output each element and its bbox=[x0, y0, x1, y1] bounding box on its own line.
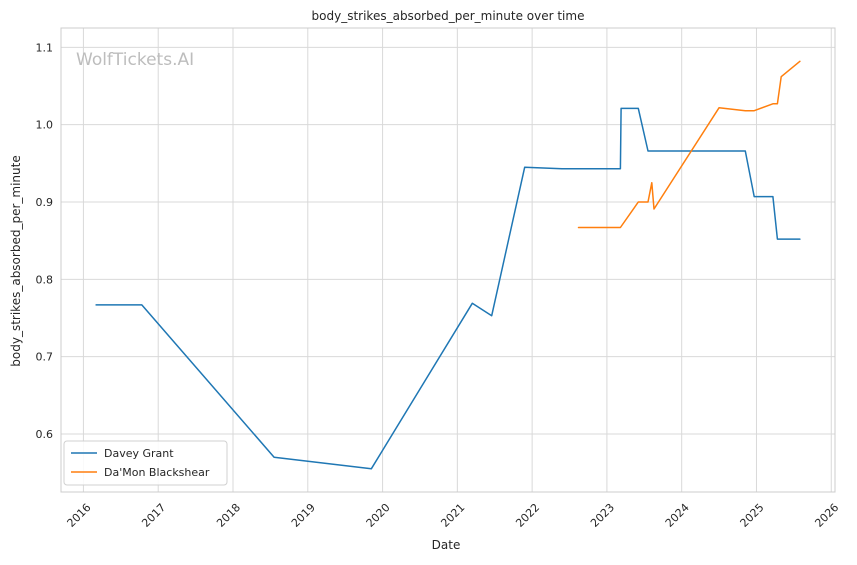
legend-box bbox=[63, 440, 228, 486]
y-tick-label: 1.0 bbox=[36, 119, 54, 132]
y-tick-label: 0.9 bbox=[36, 196, 54, 209]
grid-lines bbox=[61, 28, 835, 492]
x-tick-label: 2018 bbox=[214, 501, 243, 530]
x-tick-label: 2026 bbox=[812, 501, 841, 530]
legend: Davey Grant Da'Mon Blackshear bbox=[63, 440, 228, 486]
series-line-1 bbox=[577, 60, 801, 229]
x-tick-label: 2017 bbox=[139, 501, 168, 530]
legend-label-davey-grant: Davey Grant bbox=[104, 447, 174, 460]
x-tick-label: 2019 bbox=[289, 501, 318, 530]
x-tick-label: 2022 bbox=[513, 501, 542, 530]
y-tick-label: 0.7 bbox=[36, 351, 54, 364]
x-tick-label: 2024 bbox=[663, 501, 692, 530]
x-tick-label: 2021 bbox=[438, 501, 467, 530]
legend-label-damon-blackshear: Da'Mon Blackshear bbox=[104, 466, 210, 479]
x-tick-label: 2025 bbox=[738, 501, 767, 530]
series-line-0 bbox=[95, 107, 801, 470]
y-axis-ticks: 0.6 0.7 0.8 0.9 1.0 1.1 bbox=[36, 41, 54, 441]
watermark: WolfTickets.AI bbox=[76, 50, 194, 70]
y-axis-label: body_strikes_absorbed_per_minute bbox=[9, 155, 23, 366]
series-lines bbox=[95, 60, 801, 470]
y-tick-label: 0.6 bbox=[36, 428, 54, 441]
chart-title: body_strikes_absorbed_per_minute over ti… bbox=[312, 9, 585, 23]
x-axis-label: Date bbox=[432, 538, 461, 552]
x-tick-label: 2016 bbox=[65, 501, 94, 530]
x-tick-label: 2023 bbox=[588, 501, 617, 530]
y-tick-label: 1.1 bbox=[36, 41, 54, 54]
y-tick-label: 0.8 bbox=[36, 273, 54, 286]
x-tick-label: 2020 bbox=[364, 501, 393, 530]
x-axis-ticks: 2016 2017 2018 2019 2020 2021 2022 2023 2024 2025… bbox=[65, 501, 842, 530]
plot-frame bbox=[60, 27, 836, 493]
